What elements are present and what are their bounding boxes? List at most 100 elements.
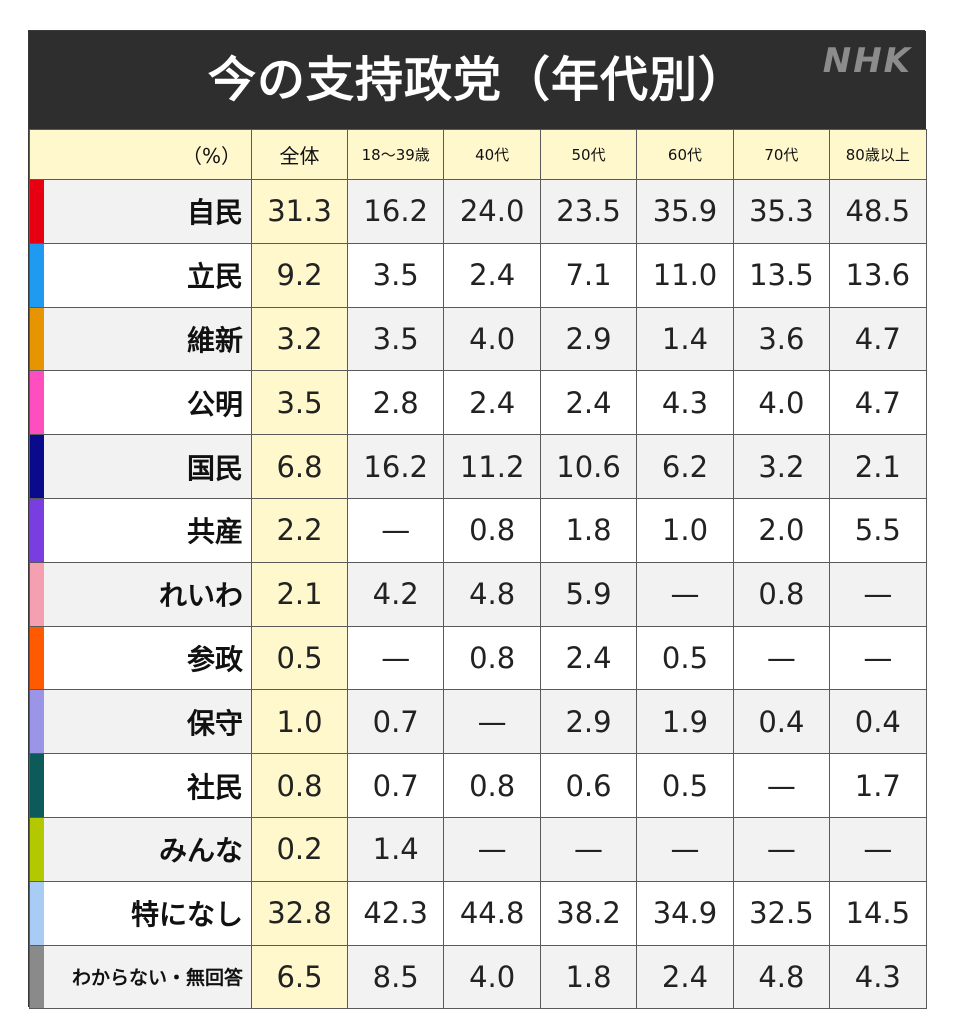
value-cell: 5.5: [829, 497, 927, 563]
table-row: 国民 6.8 16.2 11.2 10.6 6.2 3.2 2.1: [29, 434, 927, 499]
party-color-swatch: [30, 244, 44, 307]
value-cell: 4.0: [732, 370, 831, 436]
value-cell: 1.4: [636, 306, 734, 372]
nhk-logo: NHK: [822, 41, 912, 81]
table-row: 保守 1.0 0.7—2.9 1.9 0.4 0.4: [29, 689, 927, 755]
value-cell: 11.2: [443, 434, 541, 499]
value-cell: —: [346, 497, 445, 563]
column-header-40s: 40代: [443, 129, 541, 180]
value-cell: —: [539, 816, 638, 882]
party-label: わからない・無回答: [29, 944, 252, 1010]
total-value-cell: 32.8: [251, 880, 348, 946]
party-label: 国民: [29, 434, 252, 499]
party-name: 維新: [186, 323, 243, 357]
party-color-swatch: [30, 690, 44, 753]
total-value-cell: 2.2: [251, 497, 348, 563]
value-cell: 7.1: [539, 242, 638, 308]
total-value-cell: 31.3: [251, 179, 348, 244]
party-label: 公明: [29, 370, 252, 436]
value-cell: —: [829, 625, 927, 691]
value-cell: 4.0: [443, 306, 541, 372]
total-value-cell: 3.2: [251, 306, 348, 372]
chart-frame: 今の支持政党（年代別） NHK （%） 全体 18～39歳 40代 50代 60…: [28, 30, 927, 1010]
header-row: （%） 全体 18～39歳 40代 50代 60代 70代 80歳以上: [29, 129, 927, 180]
party-name: 自民: [186, 196, 243, 230]
value-cell: 6.2: [636, 434, 734, 499]
value-cell: 0.6: [539, 753, 638, 818]
value-cell: 2.4: [443, 370, 541, 436]
value-cell: 2.4: [443, 242, 541, 308]
total-value-cell: 0.2: [251, 816, 348, 882]
value-cell: 0.4: [732, 689, 831, 755]
value-cell: 1.4: [346, 816, 445, 882]
value-cell: 48.5: [829, 179, 927, 244]
value-cell: 3.5: [346, 306, 445, 372]
value-cell: 1.8: [539, 497, 638, 563]
table-row: わからない・無回答 6.5 8.5 4.0 1.8 2.4 4.8 4.3: [29, 944, 927, 1010]
party-color-swatch: [30, 818, 44, 881]
value-cell: 4.8: [732, 944, 831, 1010]
party-color-swatch: [30, 627, 44, 689]
value-cell: —: [732, 753, 831, 818]
value-cell: 0.8: [443, 753, 541, 818]
party-label: 特になし: [29, 880, 252, 946]
value-cell: 8.5: [346, 944, 445, 1010]
value-cell: 2.4: [539, 370, 638, 436]
value-cell: 4.3: [829, 944, 927, 1010]
total-value-cell: 1.0: [251, 689, 348, 755]
party-label: 共産: [29, 497, 252, 563]
value-cell: 1.0: [636, 497, 734, 563]
unit-label: （%）: [29, 129, 252, 180]
total-value-cell: 6.8: [251, 434, 348, 499]
value-cell: 0.8: [443, 625, 541, 691]
column-header-80-plus: 80歳以上: [829, 129, 927, 180]
table-row: 立民 9.2 3.5 2.4 7.1 11.0 13.5 13.6: [29, 242, 927, 308]
column-header-60s: 60代: [636, 129, 734, 180]
party-color-swatch: [30, 563, 44, 626]
value-cell: 2.1: [829, 434, 927, 499]
party-name: れいわ: [158, 579, 243, 613]
table-body: 自民 31.3 16.2 24.0 23.5 35.9 35.3 48.5 立民 9.2 3.5 2.…: [29, 179, 927, 1010]
value-cell: 10.6: [539, 434, 638, 499]
party-name: 国民: [186, 451, 243, 485]
value-cell: 3.5: [346, 242, 445, 308]
value-cell: 2.4: [636, 944, 734, 1010]
value-cell: 0.7: [346, 753, 445, 818]
table-row: 共産 2.2—0.8 1.8 1.0 2.0 5.5: [29, 497, 927, 563]
party-label: 立民: [29, 242, 252, 308]
value-cell: 16.2: [346, 179, 445, 244]
party-color-swatch: [30, 371, 44, 434]
value-cell: 1.7: [829, 753, 927, 818]
chart-title: 今の支持政党（年代別）: [207, 52, 747, 108]
column-header-50s: 50代: [539, 129, 638, 180]
support-table: （%） 全体 18～39歳 40代 50代 60代 70代 80歳以上 自民 31…: [29, 129, 927, 1010]
party-name: 特になし: [130, 898, 243, 932]
party-color-swatch: [30, 754, 44, 817]
value-cell: 2.0: [732, 497, 831, 563]
value-cell: 23.5: [539, 179, 638, 244]
value-cell: 3.2: [732, 434, 831, 499]
party-color-swatch: [30, 308, 44, 370]
party-label: れいわ: [29, 561, 252, 627]
party-name: 公明: [186, 387, 243, 421]
value-cell: 16.2: [346, 434, 445, 499]
value-cell: —: [443, 816, 541, 882]
value-cell: 13.5: [732, 242, 831, 308]
party-label: 参政: [29, 625, 252, 691]
total-value-cell: 3.5: [251, 370, 348, 436]
value-cell: 24.0: [443, 179, 541, 244]
table-row: みんな 0.2 1.4— — — — —: [29, 816, 927, 882]
value-cell: 11.0: [636, 242, 734, 308]
value-cell: 0.7: [346, 689, 445, 755]
party-color-swatch: [30, 946, 44, 1008]
party-name: みんな: [158, 834, 243, 868]
party-color-swatch: [30, 882, 44, 945]
value-cell: 4.7: [829, 306, 927, 372]
party-name: 共産: [186, 515, 243, 549]
table-row: れいわ 2.1 4.2 4.8 5.9—0.8—: [29, 561, 927, 627]
party-name: 保守: [186, 706, 243, 740]
value-cell: 44.8: [443, 880, 541, 946]
value-cell: 13.6: [829, 242, 927, 308]
table-row: 参政 0.5—0.8 2.4 0.5— —: [29, 625, 927, 691]
table-row: 公明 3.5 2.8 2.4 2.4 4.3 4.0 4.7: [29, 370, 927, 436]
